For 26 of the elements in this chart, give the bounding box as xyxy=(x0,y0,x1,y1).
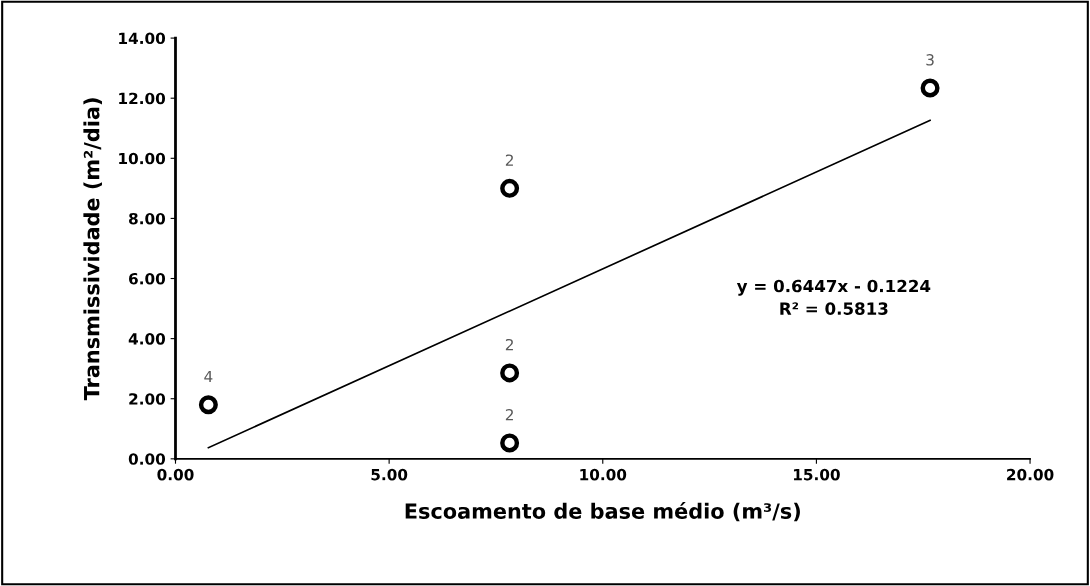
annotation: 2 xyxy=(505,408,513,421)
point xyxy=(920,78,940,98)
y-tick-label: 2.00 xyxy=(129,393,166,405)
x-tick-label: 5.00 xyxy=(371,468,408,481)
annotation: y = 0.6447x - 0.1224 R² = 0.5813 xyxy=(736,279,931,315)
y-tick-label: 12.00 xyxy=(119,92,166,105)
y-tick-label: 10.00 xyxy=(119,152,166,165)
x-tick-label: 20.00 xyxy=(1007,468,1054,481)
x-axis-title: Escoamento de base médio (m³/s) xyxy=(405,501,800,522)
annotation: 2 xyxy=(505,154,513,166)
y-axis-title: Transmissividade (m²/dia) xyxy=(83,98,102,401)
y-tick-label: 8.00 xyxy=(129,212,166,225)
point xyxy=(500,363,520,383)
y-tick-label: 6.00 xyxy=(129,272,166,285)
point xyxy=(500,433,520,453)
annotation: 4 xyxy=(204,370,213,383)
y-tick-label: 4.00 xyxy=(128,333,166,345)
point xyxy=(500,178,520,198)
x-tick-label: 10.00 xyxy=(580,468,627,481)
x-tick-label: 15.00 xyxy=(793,468,840,481)
annotation: 2 xyxy=(505,338,513,351)
y-tick-label: 0.00 xyxy=(128,453,166,465)
y-tick-label: 14.00 xyxy=(119,32,166,45)
x-tick-label: 0.00 xyxy=(157,468,194,481)
point xyxy=(198,395,218,415)
annotation: 3 xyxy=(926,54,934,66)
